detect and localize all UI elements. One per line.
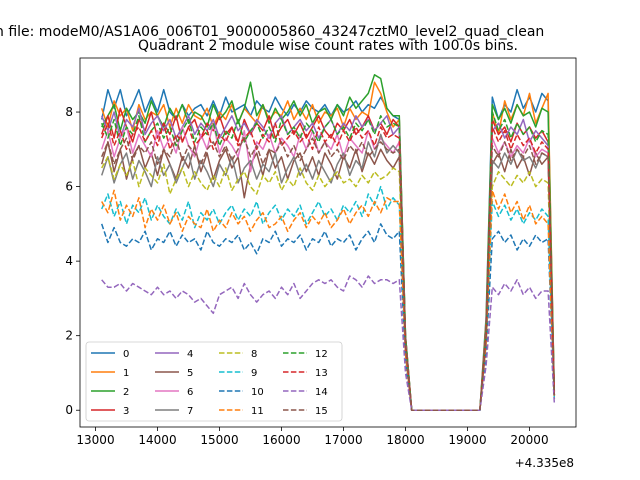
legend-label-14: 14	[315, 387, 328, 398]
series-line-15	[101, 137, 556, 411]
y-tick-label: 6	[65, 180, 73, 194]
legend-label-5: 5	[187, 368, 193, 379]
axes: 13000 14000 15000 16000 17000 18000 19000 20000…	[65, 57, 577, 447]
legend-label-1: 1	[123, 368, 129, 379]
y-tick-label: 8	[65, 105, 73, 119]
legend-label-0: 0	[123, 349, 129, 360]
x-tick-label: 17000	[324, 433, 362, 447]
series-layer	[100, 74, 556, 411]
series-line-14	[101, 275, 556, 411]
x-tick-label: 13000	[76, 433, 114, 447]
x-tick-label: 18000	[386, 433, 424, 447]
legend-label-2: 2	[123, 387, 129, 398]
legend-label-8: 8	[251, 349, 257, 360]
legend-label-6: 6	[187, 387, 193, 398]
legend-label-7: 7	[187, 406, 193, 417]
axes-spines	[79, 57, 577, 428]
x-tick-label: 16000	[262, 433, 300, 447]
x-offset-label: +4.335e8	[515, 456, 574, 470]
chart-title: Quadrant 2 module wise count rates with …	[138, 38, 518, 54]
legend-label-4: 4	[187, 349, 193, 360]
x-tick-label: 20000	[510, 433, 548, 447]
figure-suptitle: n file: modeM0/AS1A06_006T01_9000005860_…	[0, 24, 544, 40]
legend-label-15: 15	[315, 406, 328, 417]
legend-label-3: 3	[123, 406, 129, 417]
legend-label-12: 12	[315, 349, 328, 360]
legend-label-9: 9	[251, 368, 257, 379]
x-tick-label: 19000	[448, 433, 486, 447]
legend-label-11: 11	[251, 406, 264, 417]
legend-label-10: 10	[251, 387, 264, 398]
x-tick-label: 15000	[200, 433, 238, 447]
y-tick-label: 2	[65, 329, 73, 343]
series-line-11	[101, 189, 556, 411]
series-line-9	[101, 185, 556, 411]
y-tick-label: 0	[65, 403, 73, 417]
y-tick-label: 4	[65, 254, 73, 268]
legend-box	[85, 341, 343, 422]
legend-label-13: 13	[315, 368, 328, 379]
x-tick-label: 14000	[138, 433, 176, 447]
series-line-8	[101, 156, 556, 411]
